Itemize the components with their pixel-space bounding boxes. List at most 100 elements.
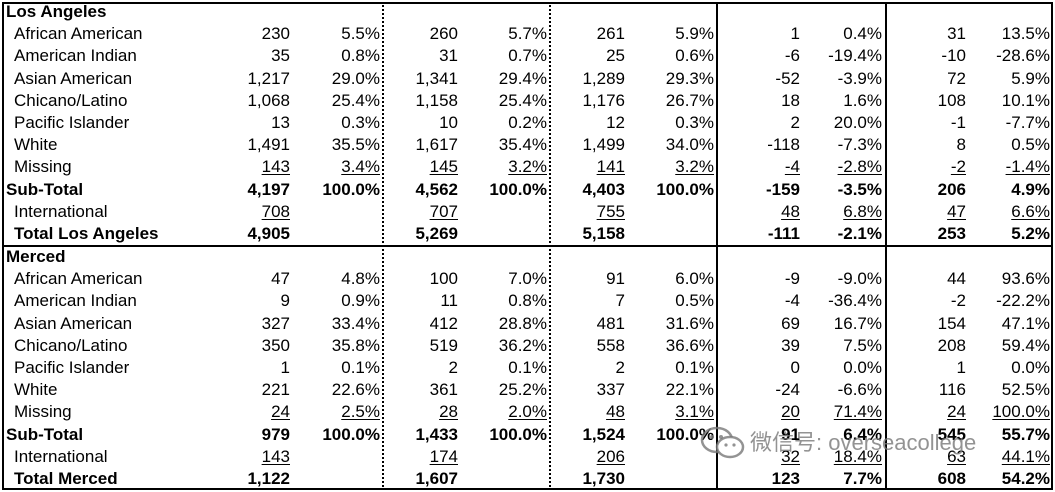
row-label: Chicano/Latino (14, 91, 128, 110)
table-row: Total Los Angeles 4,905 5,269 5,158 -111 -2.1… (0, 223, 1055, 245)
table-cell: 100.0% (625, 179, 714, 201)
cell-value: 206 (596, 447, 625, 466)
table-cell: 1,730 (552, 468, 625, 490)
cell-value: 1,341 (415, 69, 458, 88)
cell-value: 0.8% (341, 46, 380, 65)
cell-value: 253 (937, 224, 966, 243)
table-cell: -19.4% (800, 45, 882, 67)
cell-value: 707 (429, 202, 458, 221)
cell-value: 1,217 (247, 69, 290, 88)
table-cell: 28 (385, 401, 458, 423)
cell-value: 34.0% (665, 135, 714, 154)
table-cell: 91 (720, 424, 800, 446)
table-row: Total Merced 1,122 1,607 1,730 123 7.7% 608 54.… (0, 468, 1055, 490)
cell-value: 31 (439, 46, 458, 65)
cell-value: -4 (784, 291, 800, 310)
table-row: Chicano/Latino 350 35.8% 519 36.2% 558 36.6% 39… (0, 335, 1055, 357)
table-cell: -9 (720, 268, 800, 290)
table-cell: 143 (200, 446, 290, 468)
row-label: African American (14, 24, 143, 43)
cell-value: -22.2% (996, 291, 1050, 310)
table-row: Pacific Islander 13 0.3% 10 0.2% 12 0.3% 2 20.0%… (0, 112, 1055, 134)
cell-value: 91 (606, 269, 625, 288)
table-cell (290, 468, 380, 490)
table-row: Pacific Islander 1 0.1% 2 0.1% 2 0.1% 0 0.0% 1 0.0… (0, 357, 1055, 379)
table-cell: -3.5% (800, 179, 882, 201)
table-cell: 36.6% (625, 335, 714, 357)
table-cell: 24 (200, 401, 290, 423)
cell-value: 69 (781, 314, 800, 333)
cell-value: 91 (781, 425, 800, 444)
cell-value: 24 (271, 402, 290, 421)
table-cell: 143 (200, 156, 290, 178)
cell-value: 755 (596, 202, 625, 221)
cell-value: -28.6% (996, 46, 1050, 65)
cell-value: 7 (615, 291, 625, 310)
table-cell: 0.2% (458, 112, 547, 134)
table-cell: 221 (200, 379, 290, 401)
table-row: Asian American 327 33.4% 412 28.8% 481 31.6% 69… (0, 313, 1055, 335)
row-label: Total Merced (14, 469, 118, 488)
table-cell: 18 (720, 90, 800, 112)
table-cell: -111 (720, 223, 800, 245)
cell-value: -2 (950, 157, 966, 176)
cell-value: 25.2% (498, 380, 547, 399)
table-cell: 1,068 (200, 90, 290, 112)
section-title: Los Angeles (6, 2, 107, 21)
table-cell: 100 (385, 268, 458, 290)
table-cell: 2.5% (290, 401, 380, 423)
row-label: American Indian (14, 291, 137, 310)
table-cell: 0.1% (458, 357, 547, 379)
table-cell: 25.4% (458, 90, 547, 112)
cell-value: 350 (261, 336, 290, 355)
table-cell: 3.2% (625, 156, 714, 178)
table-cell: 481 (552, 313, 625, 335)
row-label: Pacific Islander (14, 113, 130, 132)
row-label: African American (14, 269, 143, 288)
table-cell: -3.9% (800, 68, 882, 90)
cell-value: 8 (956, 135, 966, 154)
table-cell: 10 (385, 112, 458, 134)
cell-value: 1,607 (415, 469, 458, 488)
table-row: Missing 24 2.5% 28 2.0% 48 3.1% 20 71.4% 24 100.0% (0, 401, 1055, 423)
table-cell: 1 (720, 23, 800, 45)
cell-value: 4,562 (415, 180, 458, 199)
table-cell (458, 446, 547, 468)
table-cell: -36.4% (800, 290, 882, 312)
cell-value: 32 (781, 447, 800, 466)
table-cell: 208 (890, 335, 966, 357)
cell-value: 5,158 (582, 224, 625, 243)
cell-value: 6.4% (843, 425, 882, 444)
cell-value: 5.5% (341, 24, 380, 43)
cell-value: 0.0% (843, 358, 882, 377)
cell-value: 708 (261, 202, 290, 221)
table-cell: 116 (890, 379, 966, 401)
table-cell: 33.4% (290, 313, 380, 335)
table-cell: 29.4% (458, 68, 547, 90)
table-cell: 9 (200, 290, 290, 312)
cell-value: 13.5% (1001, 24, 1050, 43)
table-cell: 0.5% (625, 290, 714, 312)
cell-value: 1 (790, 24, 800, 43)
table-cell: -1.4% (966, 156, 1050, 178)
table-cell: 5.7% (458, 23, 547, 45)
cell-value: -159 (765, 180, 800, 199)
cell-value: -1 (950, 113, 966, 132)
cell-value: -24 (775, 380, 800, 399)
cell-value: 25.4% (498, 91, 547, 110)
table-cell: 47.1% (966, 313, 1050, 335)
cell-value: 2 (790, 113, 800, 132)
table-cell: 4,562 (385, 179, 458, 201)
cell-value: 35.8% (331, 336, 380, 355)
cell-value: 47 (271, 269, 290, 288)
cell-value: -4 (784, 157, 800, 176)
table-cell: -1 (890, 112, 966, 134)
cell-value: 1,730 (582, 469, 625, 488)
table-cell: 1,122 (200, 468, 290, 490)
cell-value: 979 (261, 425, 290, 444)
table-cell: 31 (890, 23, 966, 45)
table-cell: 145 (385, 156, 458, 178)
cell-value: 71.4% (833, 402, 882, 421)
table-row: International 143 174 206 32 18.4% 63 44.1% (0, 446, 1055, 468)
cell-value: 1,491 (247, 135, 290, 154)
